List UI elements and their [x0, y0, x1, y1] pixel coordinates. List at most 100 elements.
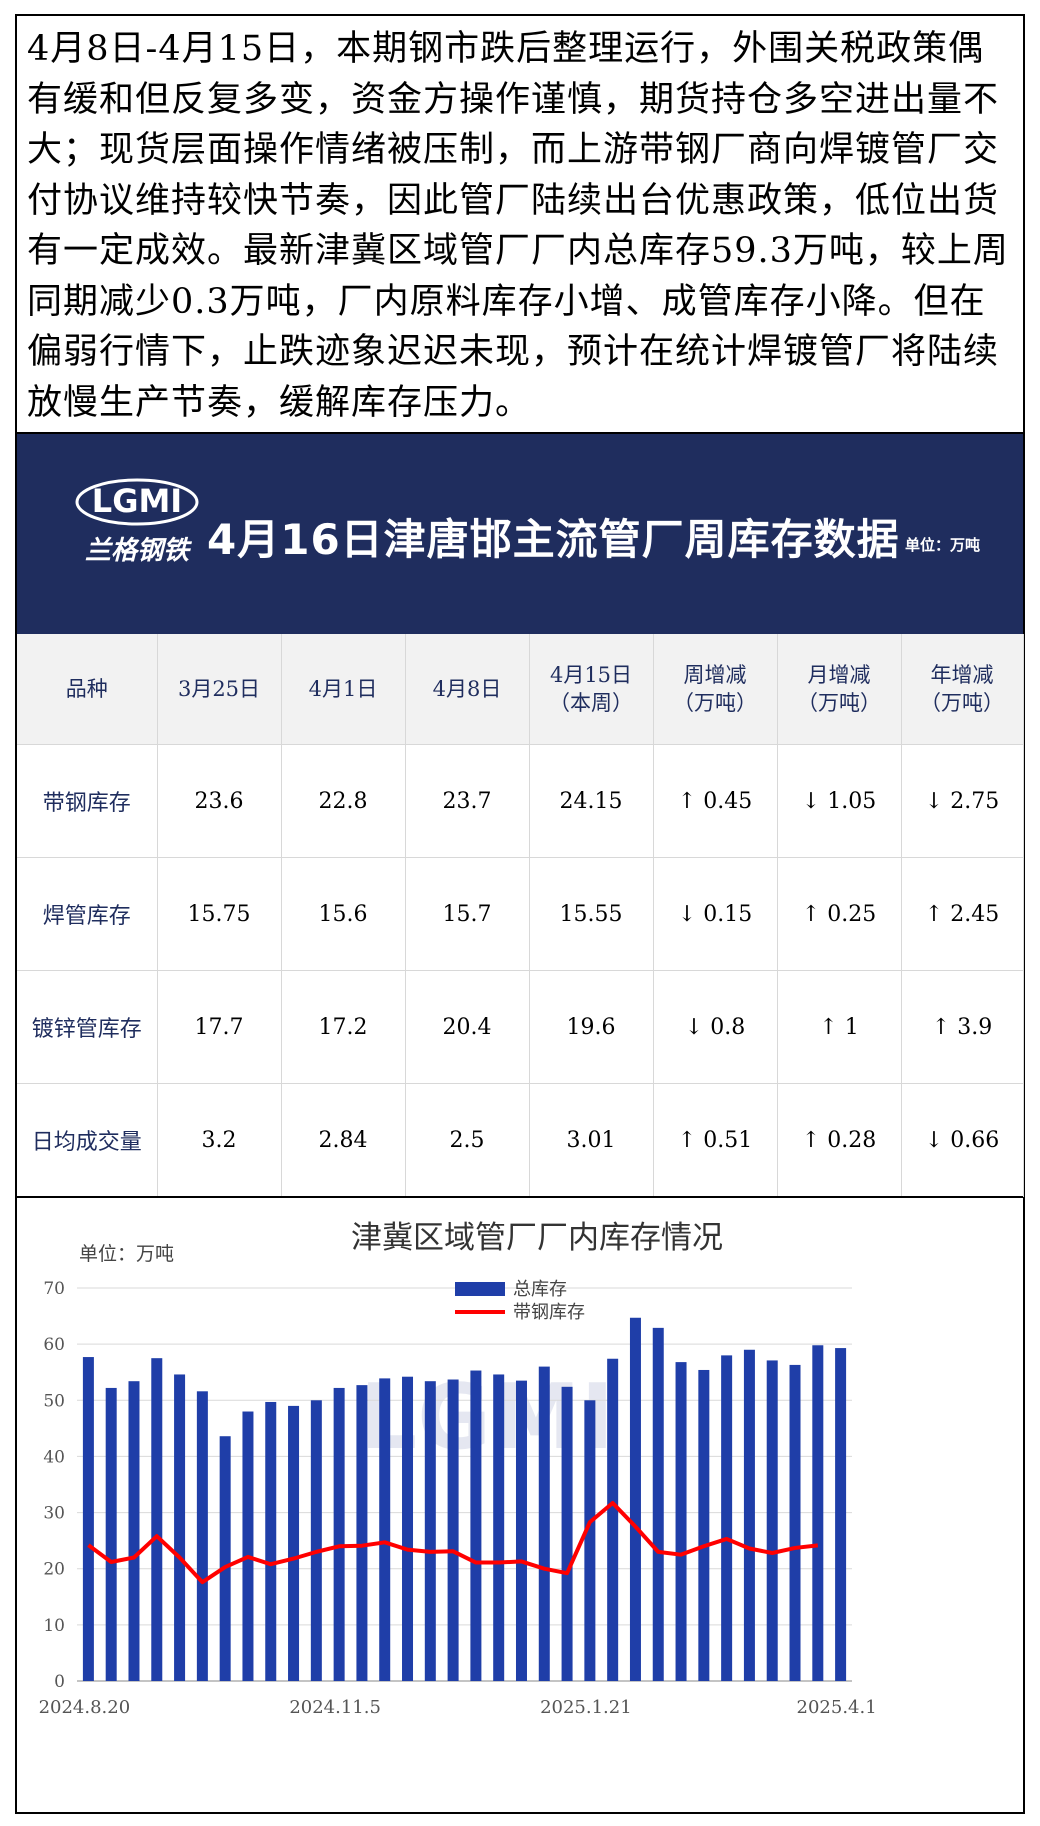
banner-title: 4月16日津唐邯主流管厂周库存数据	[207, 515, 900, 564]
change-up-cell: ↑ 1	[777, 970, 902, 1084]
bar	[493, 1374, 505, 1681]
bar	[82, 1357, 94, 1681]
logo-text: LGMI	[92, 482, 182, 520]
bar	[584, 1400, 596, 1681]
bar	[698, 1369, 710, 1681]
change-up-cell: ↑ 0.45	[653, 744, 778, 858]
bar	[538, 1366, 550, 1681]
row-name-cell: 镀锌管库存	[17, 970, 158, 1084]
change-up-cell: ↑ 3.9	[901, 970, 1024, 1084]
bar	[515, 1380, 527, 1681]
bar	[242, 1411, 254, 1681]
legend-label: 带钢库存	[513, 1302, 585, 1323]
bar	[470, 1370, 482, 1681]
legend-bar-swatch	[455, 1282, 505, 1296]
value-cell: 20.4	[405, 970, 530, 1084]
y-tick-label: 70	[43, 1279, 65, 1299]
x-tick-label: 2025.4.1	[797, 1697, 877, 1718]
bar	[105, 1387, 117, 1681]
page-frame: 4月8日-4月15日，本期钢市跌后整理运行，外围关税政策偶有缓和但反复多变，资金…	[15, 14, 1025, 1814]
bar	[333, 1387, 345, 1681]
bar	[424, 1381, 436, 1681]
logo-subtext: 兰格钢铁	[85, 536, 193, 566]
value-cell: 15.55	[529, 857, 654, 971]
bar	[196, 1391, 208, 1681]
table-row: 镀锌管库存 17.7 17.2 20.4 19.6 ↓ 0.8 ↑ 1 ↑ 3.9	[17, 970, 1024, 1084]
bar	[219, 1436, 231, 1681]
row-name-cell: 带钢库存	[17, 744, 158, 858]
value-cell: 17.2	[281, 970, 406, 1084]
bar	[652, 1327, 664, 1681]
table-header-cell: 3月25日	[157, 634, 282, 745]
value-cell: 3.01	[529, 1083, 654, 1197]
banner-unit: 单位：万吨	[905, 536, 981, 554]
value-cell: 15.6	[281, 857, 406, 971]
bar	[561, 1386, 573, 1681]
table-row: 焊管库存 15.75 15.6 15.7 15.55 ↓ 0.15 ↑ 0.25 ↑ 2.45	[17, 857, 1024, 971]
legend-label: 总库存	[513, 1279, 567, 1300]
change-up-cell: ↑ 0.28	[777, 1083, 902, 1197]
bar	[174, 1374, 186, 1681]
table-header-cell: 年增减 （万吨）	[901, 634, 1024, 745]
table-header-cell: 4月1日	[281, 634, 406, 745]
bar	[835, 1348, 847, 1681]
change-down-cell: ↓ 0.8	[653, 970, 778, 1084]
title-banner: LGMI 兰格钢铁 4月16日津唐邯主流管厂周库存数据 单位：万吨	[17, 434, 1023, 634]
chart-title: 津冀区域管厂厂内库存情况	[351, 1220, 723, 1256]
value-cell: 23.6	[157, 744, 282, 858]
value-cell: 3.2	[157, 1083, 282, 1197]
bar	[265, 1401, 277, 1681]
bar	[607, 1358, 619, 1681]
inventory-table: 品种 3月25日 4月1日 4月8日 4月15日 （本周） 周增减 （万吨） 月增减 （万吨） 年增…	[17, 634, 1024, 1197]
bar	[743, 1349, 755, 1681]
value-cell: 15.75	[157, 857, 282, 971]
lgmi-logo: LGMI 兰格钢铁	[75, 478, 199, 566]
table-header-cell: 4月8日	[405, 634, 530, 745]
bar	[310, 1400, 322, 1681]
change-up-cell: ↑ 2.45	[901, 857, 1024, 971]
row-name-cell: 焊管库存	[17, 857, 158, 971]
table-body: 带钢库存 23.6 22.8 23.7 24.15 ↑ 0.45 ↓ 1.05 ↓ 2.75 焊…	[17, 744, 1024, 1197]
change-down-cell: ↓ 0.66	[901, 1083, 1024, 1197]
value-cell: 15.7	[405, 857, 530, 971]
bar	[675, 1362, 687, 1681]
bar	[151, 1358, 163, 1681]
y-tick-label: 60	[43, 1335, 65, 1355]
bar	[288, 1405, 300, 1681]
bar	[379, 1378, 391, 1681]
value-cell: 19.6	[529, 970, 654, 1084]
value-cell: 24.15	[529, 744, 654, 858]
table-bottom-divider	[17, 1196, 1023, 1198]
watermark-text: LGMI	[360, 1365, 614, 1470]
row-name-cell: 日均成交量	[17, 1083, 158, 1197]
change-up-cell: ↑ 0.51	[653, 1083, 778, 1197]
series-line	[87, 1501, 819, 1585]
table-header-cell: 月增减 （万吨）	[777, 634, 902, 745]
table-header-cell: 4月15日 （本周）	[529, 634, 654, 745]
x-tick-label: 2025.1.21	[540, 1697, 632, 1718]
y-tick-label: 20	[43, 1560, 65, 1580]
value-cell: 23.7	[405, 744, 530, 858]
bar	[356, 1385, 368, 1681]
y-tick-label: 50	[43, 1391, 65, 1411]
change-down-cell: ↓ 2.75	[901, 744, 1024, 858]
table-header-cell: 品种	[17, 634, 158, 745]
value-cell: 22.8	[281, 744, 406, 858]
change-down-cell: ↓ 0.15	[653, 857, 778, 971]
bar	[402, 1376, 414, 1681]
x-tick-label: 2024.11.5	[289, 1697, 381, 1718]
value-cell: 17.7	[157, 970, 282, 1084]
bar	[447, 1379, 459, 1681]
value-cell: 2.84	[281, 1083, 406, 1197]
change-down-cell: ↓ 1.05	[777, 744, 902, 858]
bar	[629, 1317, 641, 1681]
value-cell: 2.5	[405, 1083, 530, 1197]
intro-paragraph: 4月8日-4月15日，本期钢市跌后整理运行，外围关税政策偶有缓和但反复多变，资金…	[17, 16, 1023, 434]
chart-unit-label: 单位：万吨	[79, 1243, 174, 1265]
y-tick-label: 40	[43, 1447, 65, 1467]
bar	[721, 1355, 733, 1681]
table-row: 日均成交量 3.2 2.84 2.5 3.01 ↑ 0.51 ↑ 0.28 ↓ 0.66	[17, 1083, 1024, 1197]
table-header-cell: 周增减 （万吨）	[653, 634, 778, 745]
bar	[812, 1345, 824, 1681]
